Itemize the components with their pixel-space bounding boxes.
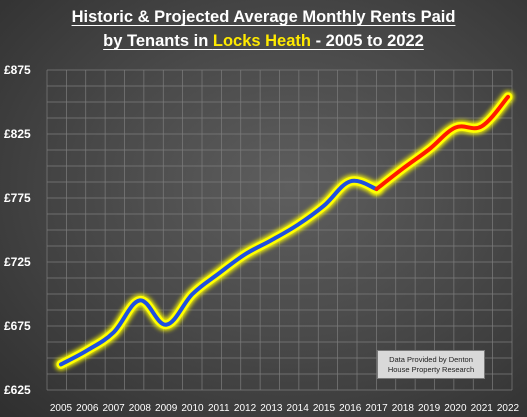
x-tick-label: 2014 — [287, 403, 310, 414]
chart-title-line-2: by Tenants in Locks Heath - 2005 to 2022 — [0, 32, 527, 51]
x-tick-label: 2007 — [102, 403, 125, 414]
y-tick-label: £725 — [4, 255, 31, 269]
x-tick-label: 2011 — [208, 403, 230, 414]
x-axis: 2005 2006 2007 2008 2009 2010 2011 2012 2013 2014… — [50, 403, 520, 414]
x-tick-label: 2013 — [260, 403, 283, 414]
x-tick-label: 2008 — [129, 403, 152, 414]
x-tick-label: 2016 — [339, 403, 362, 414]
source-annotation: Data Provided by Denton House Property R… — [377, 350, 485, 379]
x-tick-label: 2009 — [155, 403, 178, 414]
chart-title-line-1: Historic & Projected Average Monthly Ren… — [71, 8, 456, 26]
title-location: Locks Heath — [212, 32, 311, 50]
x-tick-label: 2012 — [234, 403, 257, 414]
x-tick-label: 2010 — [181, 403, 204, 414]
historic-rent-line — [59, 178, 379, 367]
x-tick-label: 2018 — [392, 403, 415, 414]
title-prefix: by Tenants in — [103, 32, 213, 50]
x-tick-label: 2015 — [313, 403, 336, 414]
title-suffix: - 2005 to 2022 — [311, 32, 424, 50]
x-tick-label: 2022 — [497, 403, 520, 414]
annotation-line-2: House Property Research — [387, 365, 475, 374]
y-axis: £625 £675 £725 £775 £825 £875 — [4, 63, 31, 397]
y-tick-label: £825 — [4, 127, 31, 141]
series-layer — [55, 90, 514, 371]
x-tick-label: 2020 — [444, 403, 467, 414]
x-tick-label: 2017 — [365, 403, 388, 414]
x-tick-label: 2005 — [50, 403, 73, 414]
y-tick-label: £625 — [4, 383, 31, 397]
y-tick-label: £775 — [4, 191, 31, 205]
y-tick-label: £875 — [4, 63, 31, 77]
x-tick-label: 2021 — [471, 403, 494, 414]
x-tick-label: 2019 — [418, 403, 441, 414]
projected-rent-line — [374, 94, 510, 192]
annotation-line-1: Data Provided by Denton — [389, 355, 473, 364]
x-tick-label: 2006 — [76, 403, 99, 414]
y-tick-label: £675 — [4, 319, 31, 333]
